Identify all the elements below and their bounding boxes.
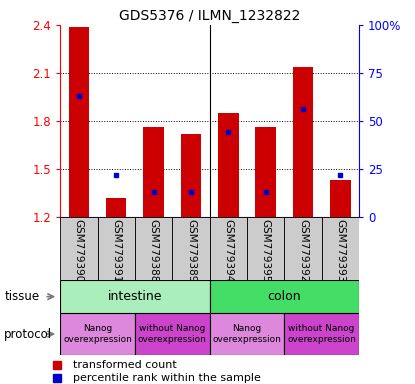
Text: transformed count: transformed count [73, 360, 176, 370]
Text: GSM779392: GSM779392 [298, 219, 308, 282]
Text: without Nanog
overexpression: without Nanog overexpression [287, 324, 356, 344]
Text: protocol: protocol [4, 328, 52, 341]
Text: GSM779391: GSM779391 [111, 219, 121, 282]
Bar [293, 66, 313, 217]
Bar [68, 26, 89, 217]
Text: without Nanog
overexpression: without Nanog overexpression [138, 324, 207, 344]
Text: Nanog
overexpression: Nanog overexpression [212, 324, 281, 344]
Text: intestine: intestine [107, 290, 162, 303]
FancyBboxPatch shape [210, 280, 359, 313]
FancyBboxPatch shape [60, 280, 210, 313]
FancyBboxPatch shape [210, 313, 284, 355]
FancyBboxPatch shape [135, 313, 210, 355]
Text: GSM779389: GSM779389 [186, 219, 196, 282]
FancyBboxPatch shape [135, 217, 172, 280]
FancyBboxPatch shape [247, 217, 284, 280]
FancyBboxPatch shape [172, 217, 210, 280]
Text: percentile rank within the sample: percentile rank within the sample [73, 373, 261, 383]
FancyBboxPatch shape [60, 313, 135, 355]
Text: GSM779395: GSM779395 [261, 219, 271, 282]
Text: Nanog
overexpression: Nanog overexpression [63, 324, 132, 344]
Text: GSM779394: GSM779394 [223, 219, 233, 282]
FancyBboxPatch shape [60, 217, 98, 280]
Text: GSM779393: GSM779393 [335, 219, 345, 282]
FancyBboxPatch shape [322, 217, 359, 280]
FancyBboxPatch shape [98, 217, 135, 280]
FancyBboxPatch shape [284, 313, 359, 355]
Bar [143, 127, 164, 217]
Bar [181, 134, 201, 217]
Bar [106, 198, 127, 217]
FancyBboxPatch shape [284, 217, 322, 280]
Text: tissue: tissue [4, 290, 39, 303]
Title: GDS5376 / ILMN_1232822: GDS5376 / ILMN_1232822 [119, 8, 300, 23]
Bar [218, 113, 239, 217]
Bar [255, 127, 276, 217]
Text: GSM779390: GSM779390 [74, 219, 84, 282]
FancyBboxPatch shape [210, 217, 247, 280]
Bar [330, 180, 351, 217]
Text: GSM779388: GSM779388 [149, 219, 159, 282]
Text: colon: colon [267, 290, 301, 303]
